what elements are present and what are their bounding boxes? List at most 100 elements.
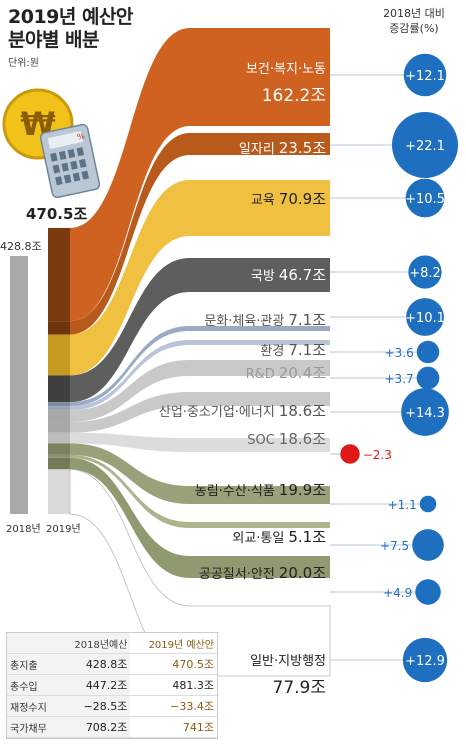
calculator-screen (47, 131, 84, 149)
title-line-1: 2019년 예산안 (8, 6, 133, 28)
calculator-key (70, 160, 78, 170)
growth-value: +10.5 (405, 192, 445, 207)
summary-cell-2018: 428.8조 (58, 653, 131, 675)
flow-band-health (70, 28, 330, 322)
flow-band-culture (70, 326, 330, 407)
growth-bubble (403, 53, 447, 97)
growth-value: −2.3 (363, 448, 392, 462)
growth-bubble (416, 340, 440, 364)
calculator-key (81, 170, 90, 180)
category-value: 7.1조 (288, 341, 326, 359)
bar-2018-total (10, 256, 28, 514)
growth-bubble (408, 255, 442, 289)
category-name: 외교·통일 (232, 531, 285, 546)
calculator-key (61, 162, 69, 172)
growth-bubble (392, 112, 458, 178)
growth-value: +12.1 (405, 69, 445, 84)
category-label: SOC 18.6조 (247, 428, 326, 449)
bar-2019-segment (48, 422, 70, 433)
bar-2019-segment (48, 469, 70, 515)
category-label: 일자리 23.5조 (239, 137, 326, 158)
calculator-key (50, 152, 58, 162)
summary-row: 총지출 428.8조 470.5조 (7, 653, 217, 675)
summary-header: 2019년 예산안 (130, 633, 217, 654)
flow-band-edu (70, 180, 330, 376)
growth-bubble (416, 366, 440, 390)
growth-bubble (340, 444, 360, 464)
category-value: 7.1조 (288, 311, 326, 329)
bar-2019-segment (48, 228, 70, 322)
total-2019-label: 470.5조 (26, 205, 88, 223)
growth-value: +7.5 (380, 539, 409, 553)
category-value: 5.1조 (288, 528, 326, 546)
summary-cell-2019: 470.5조 (130, 653, 217, 675)
category-label: 공공질서·안전 20.0조 (199, 562, 326, 583)
summary-table: 2018년예산 2019년 예산안 총지출 428.8조 470.5조 총수입 … (6, 632, 218, 739)
summary-row: 총수입 447.2조 481.3조 (7, 674, 217, 696)
calculator-key (58, 150, 67, 160)
category-value: 77.9조 (272, 678, 327, 698)
flow-band-admin (69, 468, 331, 677)
summary-row-label: 총지출 (7, 653, 59, 675)
flow-band-industry (70, 392, 330, 433)
bar-2019-segment (48, 334, 70, 376)
bar-2019-segment (48, 432, 70, 444)
bar-2019-segment (48, 443, 70, 455)
growth-value: +14.3 (405, 406, 445, 421)
category-name: 공공질서·안전 (198, 567, 275, 582)
flow-band-foreign (70, 454, 330, 528)
flow-band-safety (70, 457, 330, 578)
growth-value: +10.1 (405, 311, 445, 326)
category-value: 70.9조 (278, 190, 326, 208)
bar-2019-segment (48, 410, 70, 423)
calculator-key (55, 176, 63, 186)
growth-value: +22.1 (405, 139, 445, 154)
growth-value: +12.9 (405, 654, 445, 669)
growth-value: +8.2 (409, 266, 441, 281)
growth-value: +3.6 (385, 346, 414, 360)
bar-2019-segment (48, 457, 70, 470)
category-value: 18.6조 (278, 402, 326, 420)
category-label: 외교·통일 5.1조 (232, 526, 326, 547)
summary-header: 2018년예산 (58, 633, 131, 654)
growth-bubble (406, 298, 444, 336)
summary-cell-2018: −28.5조 (58, 695, 131, 717)
bar-2019-segment (48, 454, 70, 458)
category-label: 환경 7.1조 (260, 339, 326, 360)
growth-value: +1.1 (388, 498, 417, 512)
growth-value: +4.9 (383, 586, 412, 600)
category-label: 문화·체육·관광 7.1조 (204, 309, 326, 330)
category-value: 46.7조 (278, 266, 326, 284)
category-name: 산업·중소기업·에너지 (158, 405, 275, 420)
category-name: 문화·체육·관광 (204, 314, 285, 329)
summary-row: 국가채무 708.2조 741조 (7, 716, 217, 738)
category-name: R&D (245, 367, 275, 382)
calculator-key (63, 174, 72, 184)
category-value: 20.4조 (278, 364, 326, 382)
bar-2019-segment (48, 402, 70, 407)
summary-row: 재정수지 −28.5조 −33.4조 (7, 695, 217, 717)
calculator-percent: % (76, 131, 86, 141)
growth-value: +3.7 (385, 372, 414, 386)
category-value: 162.2조 (261, 86, 326, 106)
category-label: 산업·중소기업·에너지 18.6조 (159, 400, 326, 421)
summary-header-row: 2018년예산 2019년 예산안 (7, 633, 217, 654)
flow-band-defense (70, 258, 330, 403)
category-name: 보건·복지·노동 (245, 62, 326, 77)
growth-bubble (412, 529, 444, 561)
growth-bubble (415, 579, 441, 605)
growth-bubble (401, 388, 449, 436)
category-name: 환경 (260, 344, 285, 359)
category-name: 국방 (250, 269, 275, 284)
category-value: 23.5조 (278, 139, 326, 157)
calculator-key (52, 164, 61, 174)
flow-band-env (70, 340, 330, 411)
summary-row-label: 총수입 (7, 674, 59, 696)
growth-bubble (419, 495, 437, 513)
category-label: 보건·복지·노동 162.2조 (246, 58, 326, 106)
bar-2019-segment (48, 375, 70, 403)
total-2018-label: 428.8조 (0, 240, 42, 253)
title-line-2: 분야별 배분 (8, 29, 100, 51)
summary-cell-2019: −33.4조 (130, 695, 217, 717)
category-label: 국방 46.7조 (251, 264, 326, 285)
